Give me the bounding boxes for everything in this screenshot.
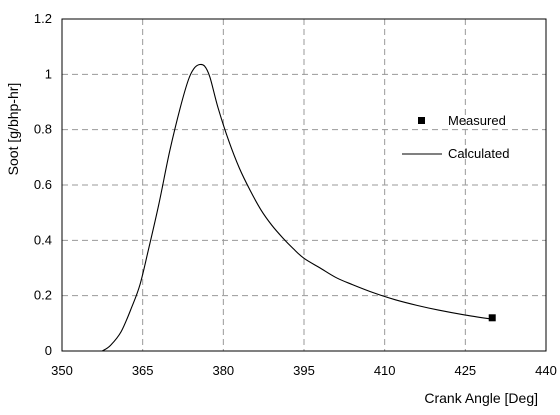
grid-lines [62, 19, 546, 351]
x-tick-label: 350 [51, 363, 73, 378]
y-tick-label: 0 [45, 343, 52, 358]
x-tick-label: 365 [132, 363, 154, 378]
x-tick-label: 410 [374, 363, 396, 378]
y-tick-label: 0.6 [34, 177, 52, 192]
legend-marker-measured [418, 117, 425, 124]
measured-point [488, 314, 496, 322]
plot-frame [61, 18, 547, 352]
legend-label-measured: Measured [448, 113, 506, 128]
legend: Measured Calculated [402, 113, 509, 161]
legend-label-calculated: Calculated [448, 146, 509, 161]
x-tick-label: 380 [212, 363, 234, 378]
measured-series-points [488, 314, 496, 322]
y-tick-label: 0.8 [34, 122, 52, 137]
y-axis-title: Soot [g/bhp-hr] [5, 83, 21, 176]
x-tick-label: 395 [293, 363, 315, 378]
y-tick-label: 1 [45, 66, 52, 81]
y-tick-labels: 0 0.2 0.4 0.6 0.8 1 1.2 [34, 11, 52, 358]
y-tick-label: 0.4 [34, 232, 52, 247]
x-tick-labels: 350 365 380 395 410 425 440 [51, 363, 557, 378]
calculated-series-line [102, 63, 493, 352]
y-tick-label: 0.2 [34, 288, 52, 303]
x-tick-label: 440 [535, 363, 557, 378]
x-tick-label: 425 [454, 363, 476, 378]
x-axis-title: Crank Angle [Deg] [424, 390, 538, 406]
y-tick-label: 1.2 [34, 11, 52, 26]
